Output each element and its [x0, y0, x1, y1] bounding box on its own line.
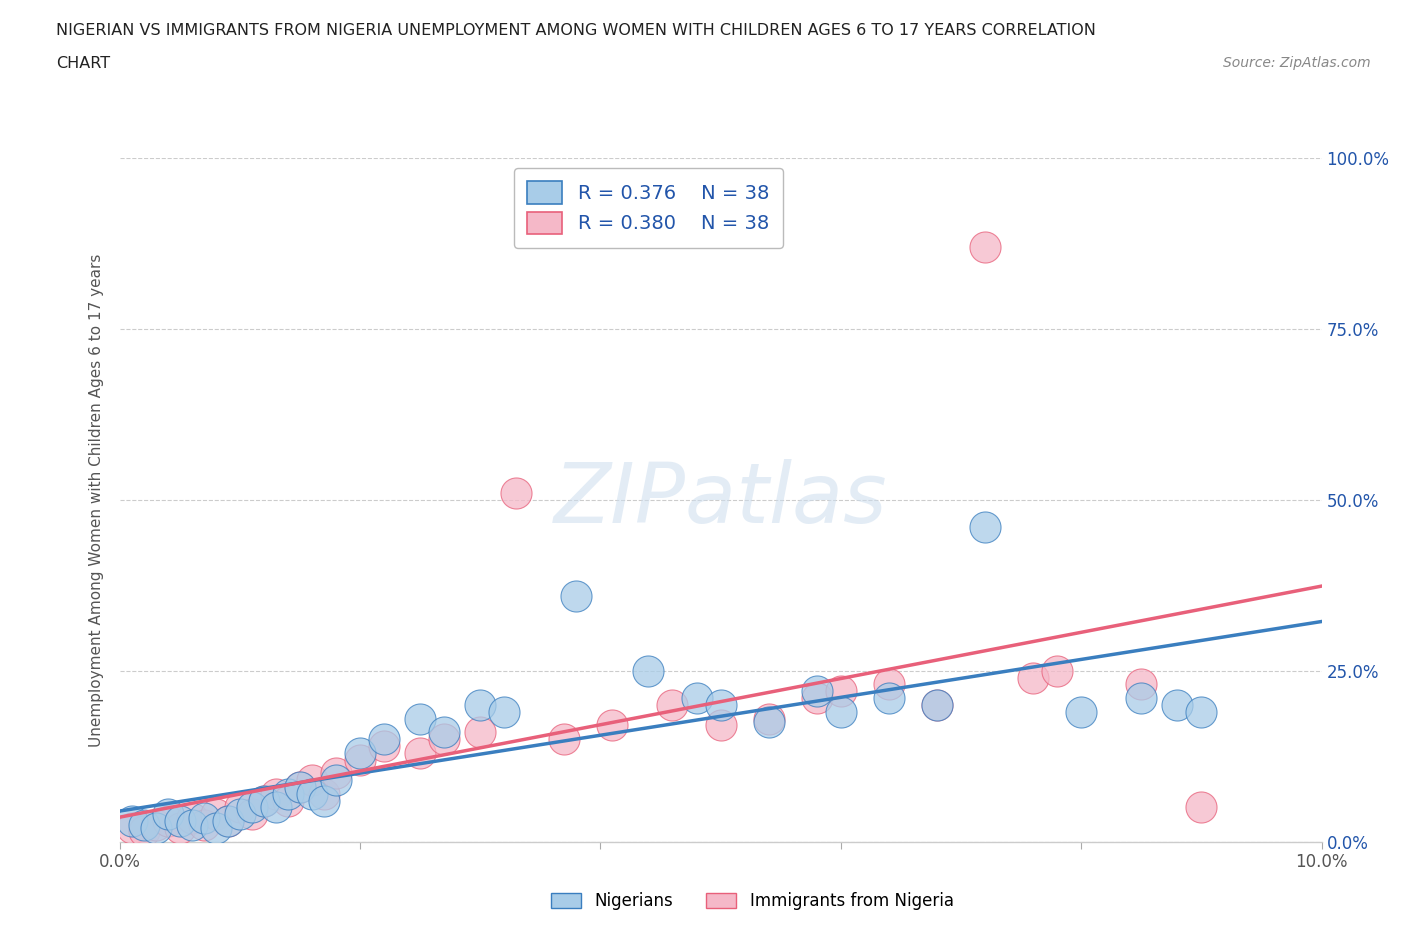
- Point: [1130, 677, 1153, 692]
- Point: [193, 810, 215, 825]
- Point: [228, 800, 252, 815]
- Text: NIGERIAN VS IMMIGRANTS FROM NIGERIA UNEMPLOYMENT AMONG WOMEN WITH CHILDREN AGES : NIGERIAN VS IMMIGRANTS FROM NIGERIA UNEM…: [56, 23, 1097, 38]
- Point: [253, 793, 276, 808]
- Point: [301, 787, 323, 802]
- Point: [312, 787, 335, 802]
- Point: [830, 684, 852, 698]
- Legend: Nigerians, Immigrants from Nigeria: Nigerians, Immigrants from Nigeria: [544, 885, 960, 917]
- Point: [553, 732, 575, 747]
- Point: [1022, 671, 1045, 685]
- Point: [806, 684, 828, 698]
- Point: [288, 779, 311, 794]
- Point: [121, 814, 143, 829]
- Point: [121, 820, 143, 835]
- Point: [301, 773, 323, 788]
- Point: [1189, 800, 1212, 815]
- Point: [277, 787, 299, 802]
- Point: [264, 787, 287, 802]
- Point: [253, 793, 276, 808]
- Point: [806, 691, 828, 706]
- Point: [758, 711, 780, 726]
- Point: [240, 807, 263, 822]
- Point: [877, 677, 900, 692]
- Point: [1046, 663, 1069, 678]
- Point: [180, 810, 202, 825]
- Point: [193, 817, 215, 832]
- Point: [877, 691, 900, 706]
- Point: [433, 732, 456, 747]
- Point: [277, 793, 299, 808]
- Point: [145, 820, 167, 835]
- Point: [325, 773, 347, 788]
- Point: [468, 698, 492, 712]
- Text: ZIPatlas: ZIPatlas: [554, 459, 887, 540]
- Point: [1166, 698, 1188, 712]
- Text: CHART: CHART: [56, 56, 110, 71]
- Point: [468, 724, 492, 739]
- Point: [758, 714, 780, 729]
- Point: [156, 807, 179, 822]
- Point: [494, 704, 516, 719]
- Point: [373, 738, 395, 753]
- Point: [602, 718, 624, 733]
- Point: [661, 698, 683, 712]
- Point: [217, 814, 239, 829]
- Point: [830, 704, 852, 719]
- Point: [1189, 704, 1212, 719]
- Point: [409, 711, 432, 726]
- Point: [145, 817, 167, 832]
- Point: [325, 766, 347, 781]
- Point: [1130, 691, 1153, 706]
- Point: [169, 814, 191, 829]
- Point: [709, 698, 731, 712]
- Point: [132, 824, 155, 839]
- Point: [925, 698, 948, 712]
- Point: [204, 820, 226, 835]
- Point: [288, 779, 311, 794]
- Point: [505, 485, 527, 500]
- Point: [974, 240, 997, 255]
- Point: [180, 817, 202, 832]
- Point: [349, 752, 371, 767]
- Legend: R = 0.376    N = 38, R = 0.380    N = 38: R = 0.376 N = 38, R = 0.380 N = 38: [513, 167, 783, 247]
- Point: [349, 745, 371, 760]
- Point: [264, 800, 287, 815]
- Point: [637, 663, 659, 678]
- Point: [925, 698, 948, 712]
- Text: Source: ZipAtlas.com: Source: ZipAtlas.com: [1223, 56, 1371, 70]
- Point: [312, 793, 335, 808]
- Point: [974, 520, 997, 535]
- Point: [204, 807, 226, 822]
- Point: [228, 807, 252, 822]
- Y-axis label: Unemployment Among Women with Children Ages 6 to 17 years: Unemployment Among Women with Children A…: [89, 253, 104, 747]
- Point: [709, 718, 731, 733]
- Point: [685, 691, 707, 706]
- Point: [217, 814, 239, 829]
- Point: [240, 800, 263, 815]
- Point: [409, 745, 432, 760]
- Point: [565, 588, 588, 603]
- Point: [169, 820, 191, 835]
- Point: [373, 732, 395, 747]
- Point: [1070, 704, 1092, 719]
- Point: [433, 724, 456, 739]
- Point: [156, 814, 179, 829]
- Point: [132, 817, 155, 832]
